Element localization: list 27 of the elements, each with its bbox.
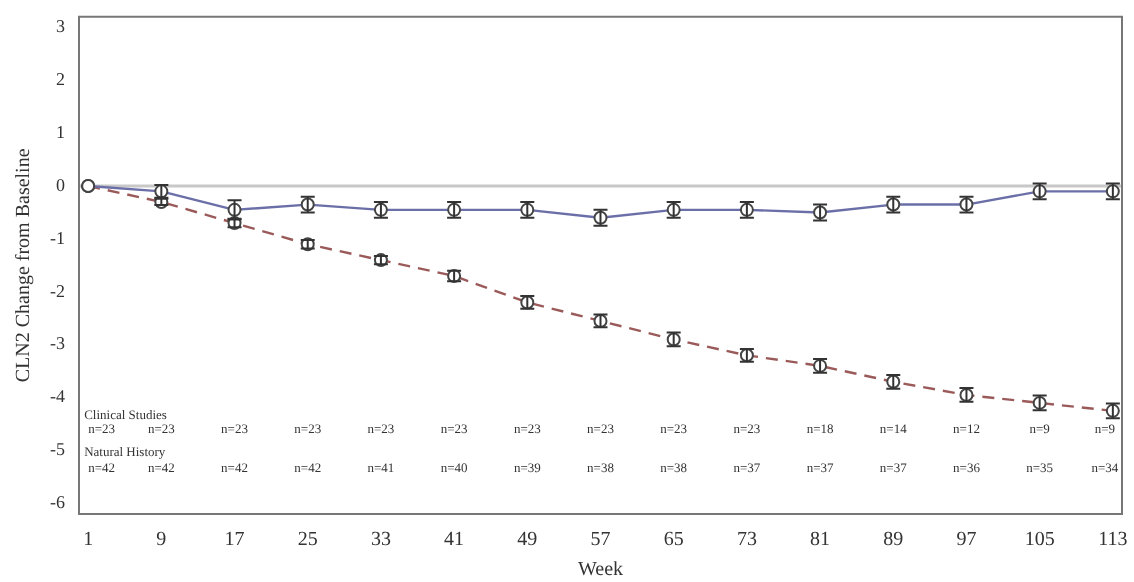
x-tick-label: 41 [444, 529, 465, 552]
x-tick-label: 49 [517, 529, 538, 552]
x-tick-label: 33 [370, 529, 391, 552]
x-tick-label: 89 [883, 529, 904, 552]
y-tick-label: -6 [49, 492, 66, 513]
x-tick-label: 25 [297, 529, 318, 552]
y-tick-label: 1 [55, 121, 65, 142]
y-tick-label: 0 [55, 174, 66, 195]
x-tick-label: 9 [156, 529, 167, 552]
x-tick-label: 97 [956, 529, 977, 552]
x-tick-label: 65 [663, 529, 684, 552]
y-tick-label: -4 [49, 386, 66, 407]
x-tick-label: 73 [736, 529, 757, 552]
x-tick-label: 113 [1098, 529, 1128, 552]
y-tick-label: -5 [49, 439, 66, 460]
y-tick-label: -1 [49, 227, 65, 248]
y-tick-label: 2 [55, 68, 65, 89]
y-tick-label: -3 [49, 333, 66, 354]
x-tick-label: 81 [810, 529, 831, 552]
y-tick-label: -2 [49, 280, 65, 301]
x-axis-title: Week [577, 559, 624, 582]
y-axis-title: CLN2 Change from Baseline [13, 147, 36, 383]
x-tick-label: 57 [590, 529, 611, 552]
x-tick-label: 105 [1024, 529, 1055, 552]
x-tick-label: 1 [83, 529, 94, 552]
y-tick-label: 3 [55, 16, 66, 37]
x-tick-label: 17 [224, 529, 245, 552]
